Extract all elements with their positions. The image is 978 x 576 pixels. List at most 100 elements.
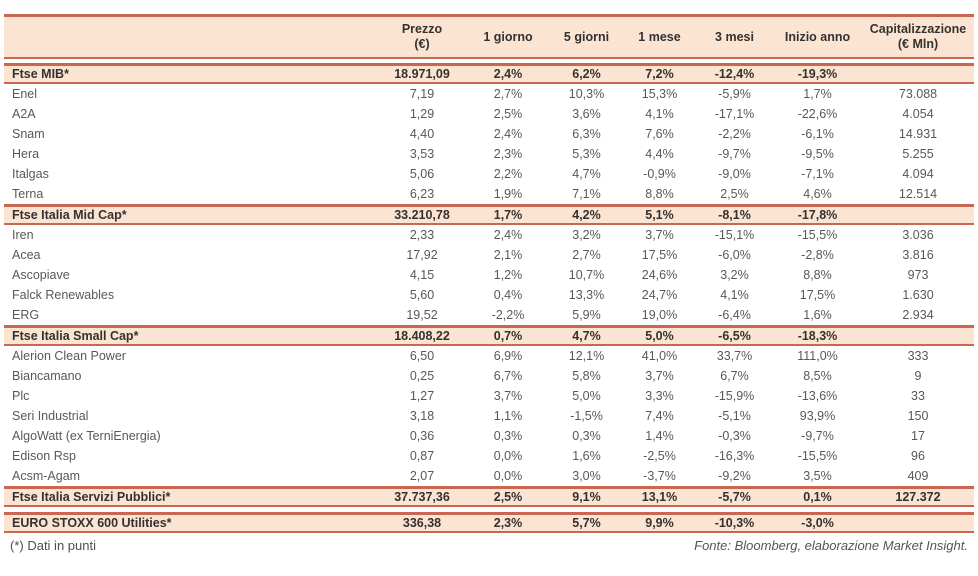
3-mesi-cell: 3,2% bbox=[720, 268, 749, 282]
prezzo-cell: 4,40 bbox=[409, 127, 435, 141]
1-giorno-cell: 0,0% bbox=[493, 469, 523, 483]
table-row: AlgoWatt (ex TerniEnergia) 0,36 0,3% 0,3… bbox=[4, 426, 974, 446]
inizio-anno-cell: 4,6% bbox=[803, 187, 832, 201]
3-mesi-cell: -10,3% bbox=[714, 516, 755, 530]
prezzo-cell: 2,07 bbox=[409, 469, 435, 483]
5-giorni-cell: -1,5% bbox=[570, 409, 603, 423]
1-giorno-cell: 6,9% bbox=[493, 349, 523, 363]
capitalizzazione-cell: 73.088 bbox=[898, 87, 938, 101]
prezzo-cell: 1,27 bbox=[409, 389, 435, 403]
1-giorno-cell: 3,7% bbox=[493, 389, 523, 403]
capitalizzazione-cell: 127.372 bbox=[895, 490, 941, 504]
1-mese-cell: 4,4% bbox=[645, 147, 674, 161]
company-name-cell: Biancamano bbox=[12, 369, 82, 383]
5-giorni-cell: 12,1% bbox=[568, 349, 605, 363]
company-name-cell: Acsm-Agam bbox=[12, 469, 81, 483]
prezzo-cell: 6,23 bbox=[409, 187, 435, 201]
inizio-anno-cell: 0,1% bbox=[803, 490, 832, 504]
inizio-anno-cell: 17,5% bbox=[799, 288, 836, 302]
5-giorni-cell: 4,7% bbox=[572, 167, 601, 181]
inizio-anno-cell: 8,5% bbox=[803, 369, 832, 383]
prezzo-cell: 0,25 bbox=[409, 369, 435, 383]
prezzo-cell: 18.971,09 bbox=[394, 67, 450, 81]
table-row: Italgas 5,06 2,2% 4,7% -0,9% -9,0% -7,1%… bbox=[4, 164, 974, 184]
5-giorni-cell: 3,6% bbox=[572, 107, 601, 121]
inizio-anno-cell: -9,7% bbox=[801, 429, 834, 443]
inizio-anno-cell: -2,8% bbox=[801, 248, 834, 262]
table-row: Biancamano 0,25 6,7% 5,8% 3,7% 6,7% 8,5%… bbox=[4, 366, 974, 386]
capitalizzazione-cell: 33 bbox=[911, 389, 925, 403]
inizio-anno-cell: -15,5% bbox=[797, 228, 838, 242]
company-name-cell: AlgoWatt (ex TerniEnergia) bbox=[12, 429, 161, 443]
3-mesi-cell: -2,2% bbox=[718, 127, 751, 141]
inizio-anno-cell: 93,9% bbox=[799, 409, 836, 423]
capitalizzazione-cell: 96 bbox=[911, 449, 925, 463]
1-giorno-cell: 2,3% bbox=[493, 147, 523, 161]
table-row: Edison Rsp 0,87 0,0% 1,6% -2,5% -16,3% -… bbox=[4, 446, 974, 466]
capitalizzazione-cell: 12.514 bbox=[898, 187, 938, 201]
inizio-anno-cell: -15,5% bbox=[797, 449, 838, 463]
1-giorno-cell: 2,4% bbox=[493, 228, 523, 242]
3-mesi-cell: -5,7% bbox=[718, 490, 751, 504]
3-mesi-cell: -9,2% bbox=[718, 469, 751, 483]
table-row: Terna 6,23 1,9% 7,1% 8,8% 2,5% 4,6% 12.5… bbox=[4, 184, 974, 204]
capitalizzazione-cell: 1.630 bbox=[902, 288, 934, 302]
1-mese-cell: -2,5% bbox=[643, 449, 676, 463]
capitalizzazione-cell: 333 bbox=[907, 349, 929, 363]
table-row: Snam 4,40 2,4% 6,3% 7,6% -2,2% -6,1% 14.… bbox=[4, 124, 974, 144]
footnote: (*) Dati in punti bbox=[10, 538, 96, 553]
table-row: A2A 1,29 2,5% 3,6% 4,1% -17,1% -22,6% 4.… bbox=[4, 104, 974, 124]
prezzo-cell: 3,53 bbox=[409, 147, 435, 161]
index-name-cell: Ftse Italia Mid Cap* bbox=[12, 208, 127, 222]
table-section: Ftse Italia Small Cap* 18.408,22 0,7% 4,… bbox=[4, 325, 974, 486]
1-mese-cell: 41,0% bbox=[641, 349, 678, 363]
3-mesi-cell: -16,3% bbox=[714, 449, 755, 463]
1-mese-cell: 5,0% bbox=[645, 329, 674, 343]
company-name-cell: A2A bbox=[12, 107, 36, 121]
3-mesi-cell: -8,1% bbox=[718, 208, 751, 222]
3-mesi-cell: -6,4% bbox=[718, 308, 751, 322]
table-section: Ftse Italia Servizi Pubblici* 37.737,36 … bbox=[4, 486, 974, 507]
header-1-mese: 1 mese bbox=[638, 29, 681, 44]
5-giorni-cell: 0,3% bbox=[572, 429, 601, 443]
prezzo-cell: 7,19 bbox=[409, 87, 435, 101]
inizio-anno-cell: -6,1% bbox=[801, 127, 834, 141]
table-row: Plc 1,27 3,7% 5,0% 3,3% -15,9% -13,6% 33 bbox=[4, 386, 974, 406]
5-giorni-cell: 4,7% bbox=[572, 329, 601, 343]
1-giorno-cell: 2,5% bbox=[493, 490, 523, 504]
inizio-anno-cell: -19,3% bbox=[797, 67, 838, 81]
index-summary-row: Ftse Italia Small Cap* 18.408,22 0,7% 4,… bbox=[4, 325, 974, 346]
prezzo-cell: 6,50 bbox=[409, 349, 435, 363]
1-mese-cell: 19,0% bbox=[641, 308, 678, 322]
table-section: Ftse Italia Mid Cap* 33.210,78 1,7% 4,2%… bbox=[4, 204, 974, 325]
3-mesi-cell: 33,7% bbox=[716, 349, 753, 363]
company-name-cell: Hera bbox=[12, 147, 40, 161]
3-mesi-cell: -12,4% bbox=[714, 67, 755, 81]
1-mese-cell: 7,6% bbox=[645, 127, 674, 141]
index-summary-row: Ftse Italia Mid Cap* 33.210,78 1,7% 4,2%… bbox=[4, 204, 974, 225]
inizio-anno-cell: -17,8% bbox=[797, 208, 838, 222]
3-mesi-cell: -5,9% bbox=[718, 87, 751, 101]
index-summary-row: EURO STOXX 600 Utilities* 336,38 2,3% 5,… bbox=[4, 512, 974, 533]
prezzo-cell: 33.210,78 bbox=[394, 208, 450, 222]
5-giorni-cell: 5,8% bbox=[572, 369, 601, 383]
inizio-anno-cell: -9,5% bbox=[801, 147, 834, 161]
1-mese-cell: 15,3% bbox=[641, 87, 678, 101]
table-row: Seri Industrial 3,18 1,1% -1,5% 7,4% -5,… bbox=[4, 406, 974, 426]
1-mese-cell: 9,9% bbox=[645, 516, 674, 530]
company-name-cell: Terna bbox=[12, 187, 44, 201]
5-giorni-cell: 7,1% bbox=[572, 187, 601, 201]
company-name-cell: Ascopiave bbox=[12, 268, 70, 282]
table-row: Ascopiave 4,15 1,2% 10,7% 24,6% 3,2% 8,8… bbox=[4, 265, 974, 285]
company-name-cell: Snam bbox=[12, 127, 45, 141]
1-giorno-cell: 2,5% bbox=[493, 107, 523, 121]
table-row: Alerion Clean Power 6,50 6,9% 12,1% 41,0… bbox=[4, 346, 974, 366]
1-giorno-cell: 2,4% bbox=[493, 67, 523, 81]
1-giorno-cell: 0,3% bbox=[493, 429, 523, 443]
header-capitalizzazione: Capitalizzazione (€ Mln) bbox=[869, 22, 967, 51]
5-giorni-cell: 1,6% bbox=[572, 449, 601, 463]
1-giorno-cell: 0,4% bbox=[493, 288, 523, 302]
table-footer: (*) Dati in punti Fonte: Bloomberg, elab… bbox=[4, 533, 974, 553]
capitalizzazione-cell: 14.931 bbox=[898, 127, 938, 141]
capitalizzazione-cell: 4.054 bbox=[902, 107, 934, 121]
